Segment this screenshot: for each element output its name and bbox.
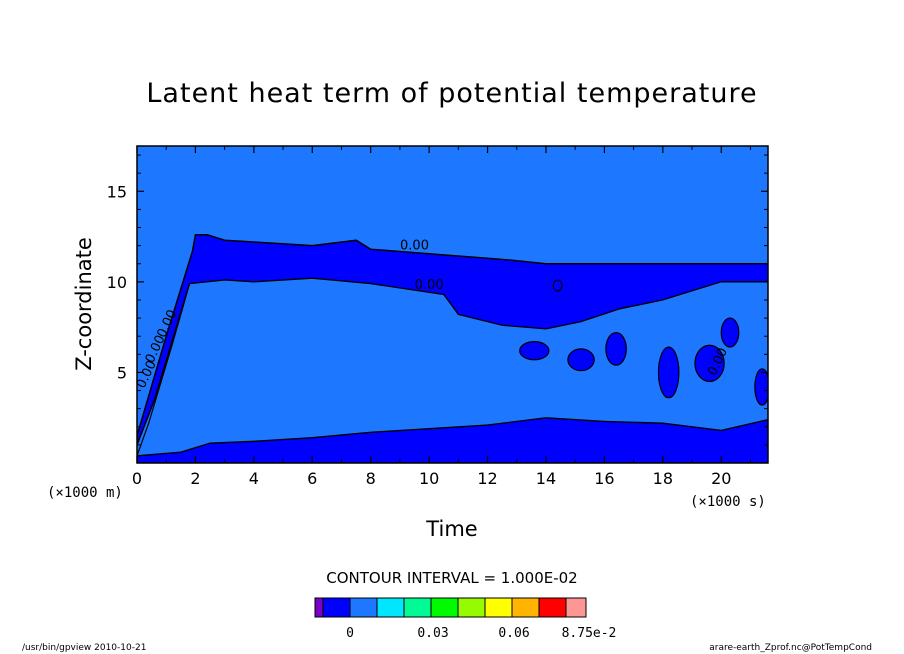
y-tick-label: 15 (107, 182, 127, 201)
y-axis-title: Z-coordinate (72, 237, 96, 371)
chart-title: Latent heat term of potential temperatur… (146, 78, 757, 109)
colorbar-label: 0 (346, 626, 354, 641)
y-tick-label: 10 (107, 273, 127, 292)
cloud-patch (754, 368, 768, 406)
contour-interval: CONTOUR INTERVAL = 1.000E-02 (326, 569, 577, 587)
colorbar-cell (349, 597, 378, 618)
x-tick-label: 0 (132, 469, 142, 488)
cloud-patch (694, 344, 725, 383)
colorbar-cell (403, 597, 432, 618)
y-unit-label: (×1000 m) (47, 485, 123, 501)
x-tick-label: 12 (477, 469, 497, 488)
cloud-patch (552, 279, 563, 292)
colorbar: 0 0.03 0.06 8.75e-2 (314, 597, 617, 641)
x-tick-label: 10 (419, 469, 439, 488)
x-tick-label: 2 (190, 469, 200, 488)
colorbar-cell (538, 597, 567, 618)
colorbar-cell (565, 597, 587, 618)
x-tick-label: 4 (249, 469, 259, 488)
colorbar-cell (457, 597, 486, 618)
colorbar-cell (322, 597, 351, 618)
footer-right: arare-earth_Zprof.nc@PotTempCond (709, 643, 872, 653)
colorbar-label: 0.06 (498, 626, 529, 641)
contour-label: 0.00 (400, 238, 429, 253)
cloud-patch (567, 348, 595, 372)
cloud-patch (605, 331, 627, 366)
plot-area: 0.000.000.000.000.00 0.00 (137, 146, 768, 463)
x-tick-label: 16 (594, 469, 614, 488)
plot-frame (136, 145, 769, 464)
footer-left: /usr/bin/gpview 2010-10-21 (22, 643, 146, 653)
cloud-patch (720, 317, 740, 348)
axes: 0 2 4 6 8 10 12 14 16 18 20 5 10 15 (107, 145, 769, 488)
colorbar-cell (430, 597, 459, 618)
cloud-patch (657, 346, 680, 399)
interior-field (137, 277, 768, 457)
x-tick-label: 6 (307, 469, 317, 488)
cloud-patch (519, 341, 550, 361)
contour-label: 0.00 (415, 278, 444, 293)
colorbar-label: 0.03 (417, 626, 448, 641)
colorbar-cell (314, 597, 324, 618)
colorbar-cell (511, 597, 540, 618)
plot-fields: 0.000.000.000.000.00 0.00 (137, 146, 768, 463)
x-tick-label: 18 (653, 469, 673, 488)
x-axis-title: Time (425, 517, 477, 541)
colorbar-cell (376, 597, 405, 618)
x-tick-label: 20 (711, 469, 731, 488)
y-tick-label: 5 (117, 363, 127, 382)
x-tick-label: 14 (536, 469, 556, 488)
x-unit-label: (×1000 s) (690, 494, 766, 510)
x-tick-label: 8 (366, 469, 376, 488)
colorbar-label: 8.75e-2 (562, 626, 617, 641)
colorbar-cell (484, 597, 513, 618)
